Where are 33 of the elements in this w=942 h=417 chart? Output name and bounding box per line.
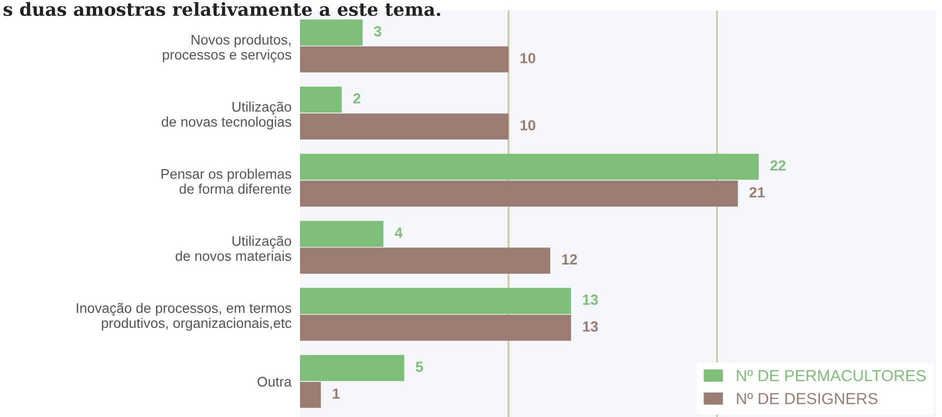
legend-label: Nº DE DESIGNERS xyxy=(736,392,878,404)
bar xyxy=(300,113,509,140)
bar xyxy=(300,86,342,113)
bar xyxy=(300,314,572,341)
data-label: 1 xyxy=(332,388,340,399)
data-label: 10 xyxy=(520,52,536,64)
bar xyxy=(300,220,384,247)
y-tick-label: Utilização de novas tecnologias xyxy=(162,102,292,130)
y-tick-label: Inovação de processos, em termos produtivos, organizacionais,etc xyxy=(76,302,292,331)
y-tick-label: Outra xyxy=(258,376,292,387)
y-tick-label: Utilização de novos materiais xyxy=(176,236,292,261)
bar xyxy=(300,355,404,382)
bar xyxy=(300,382,321,408)
data-label: 4 xyxy=(394,228,403,238)
data-label: 3 xyxy=(374,26,382,36)
bar xyxy=(300,154,759,180)
data-label: 22 xyxy=(770,160,786,171)
bar xyxy=(300,46,509,72)
bar xyxy=(300,288,572,314)
data-label: 21 xyxy=(750,187,765,198)
bar xyxy=(300,20,363,46)
data-label: 13 xyxy=(583,321,598,332)
legend-label: Nº DE PERMACULTORES xyxy=(736,370,926,382)
data-label: 2 xyxy=(353,93,360,104)
data-label: 13 xyxy=(583,294,598,305)
data-label: 5 xyxy=(416,362,424,372)
bar xyxy=(300,180,738,207)
data-label: 12 xyxy=(562,254,577,264)
chart-title: s duas amostras relativamente a este tema. xyxy=(4,2,440,16)
y-tick-label: Novos produtos, processos e serviços xyxy=(162,34,292,62)
bar xyxy=(300,248,550,274)
y-tick-label: Pensar os problemas de forma diferente xyxy=(162,168,292,194)
data-label: 10 xyxy=(520,120,536,130)
